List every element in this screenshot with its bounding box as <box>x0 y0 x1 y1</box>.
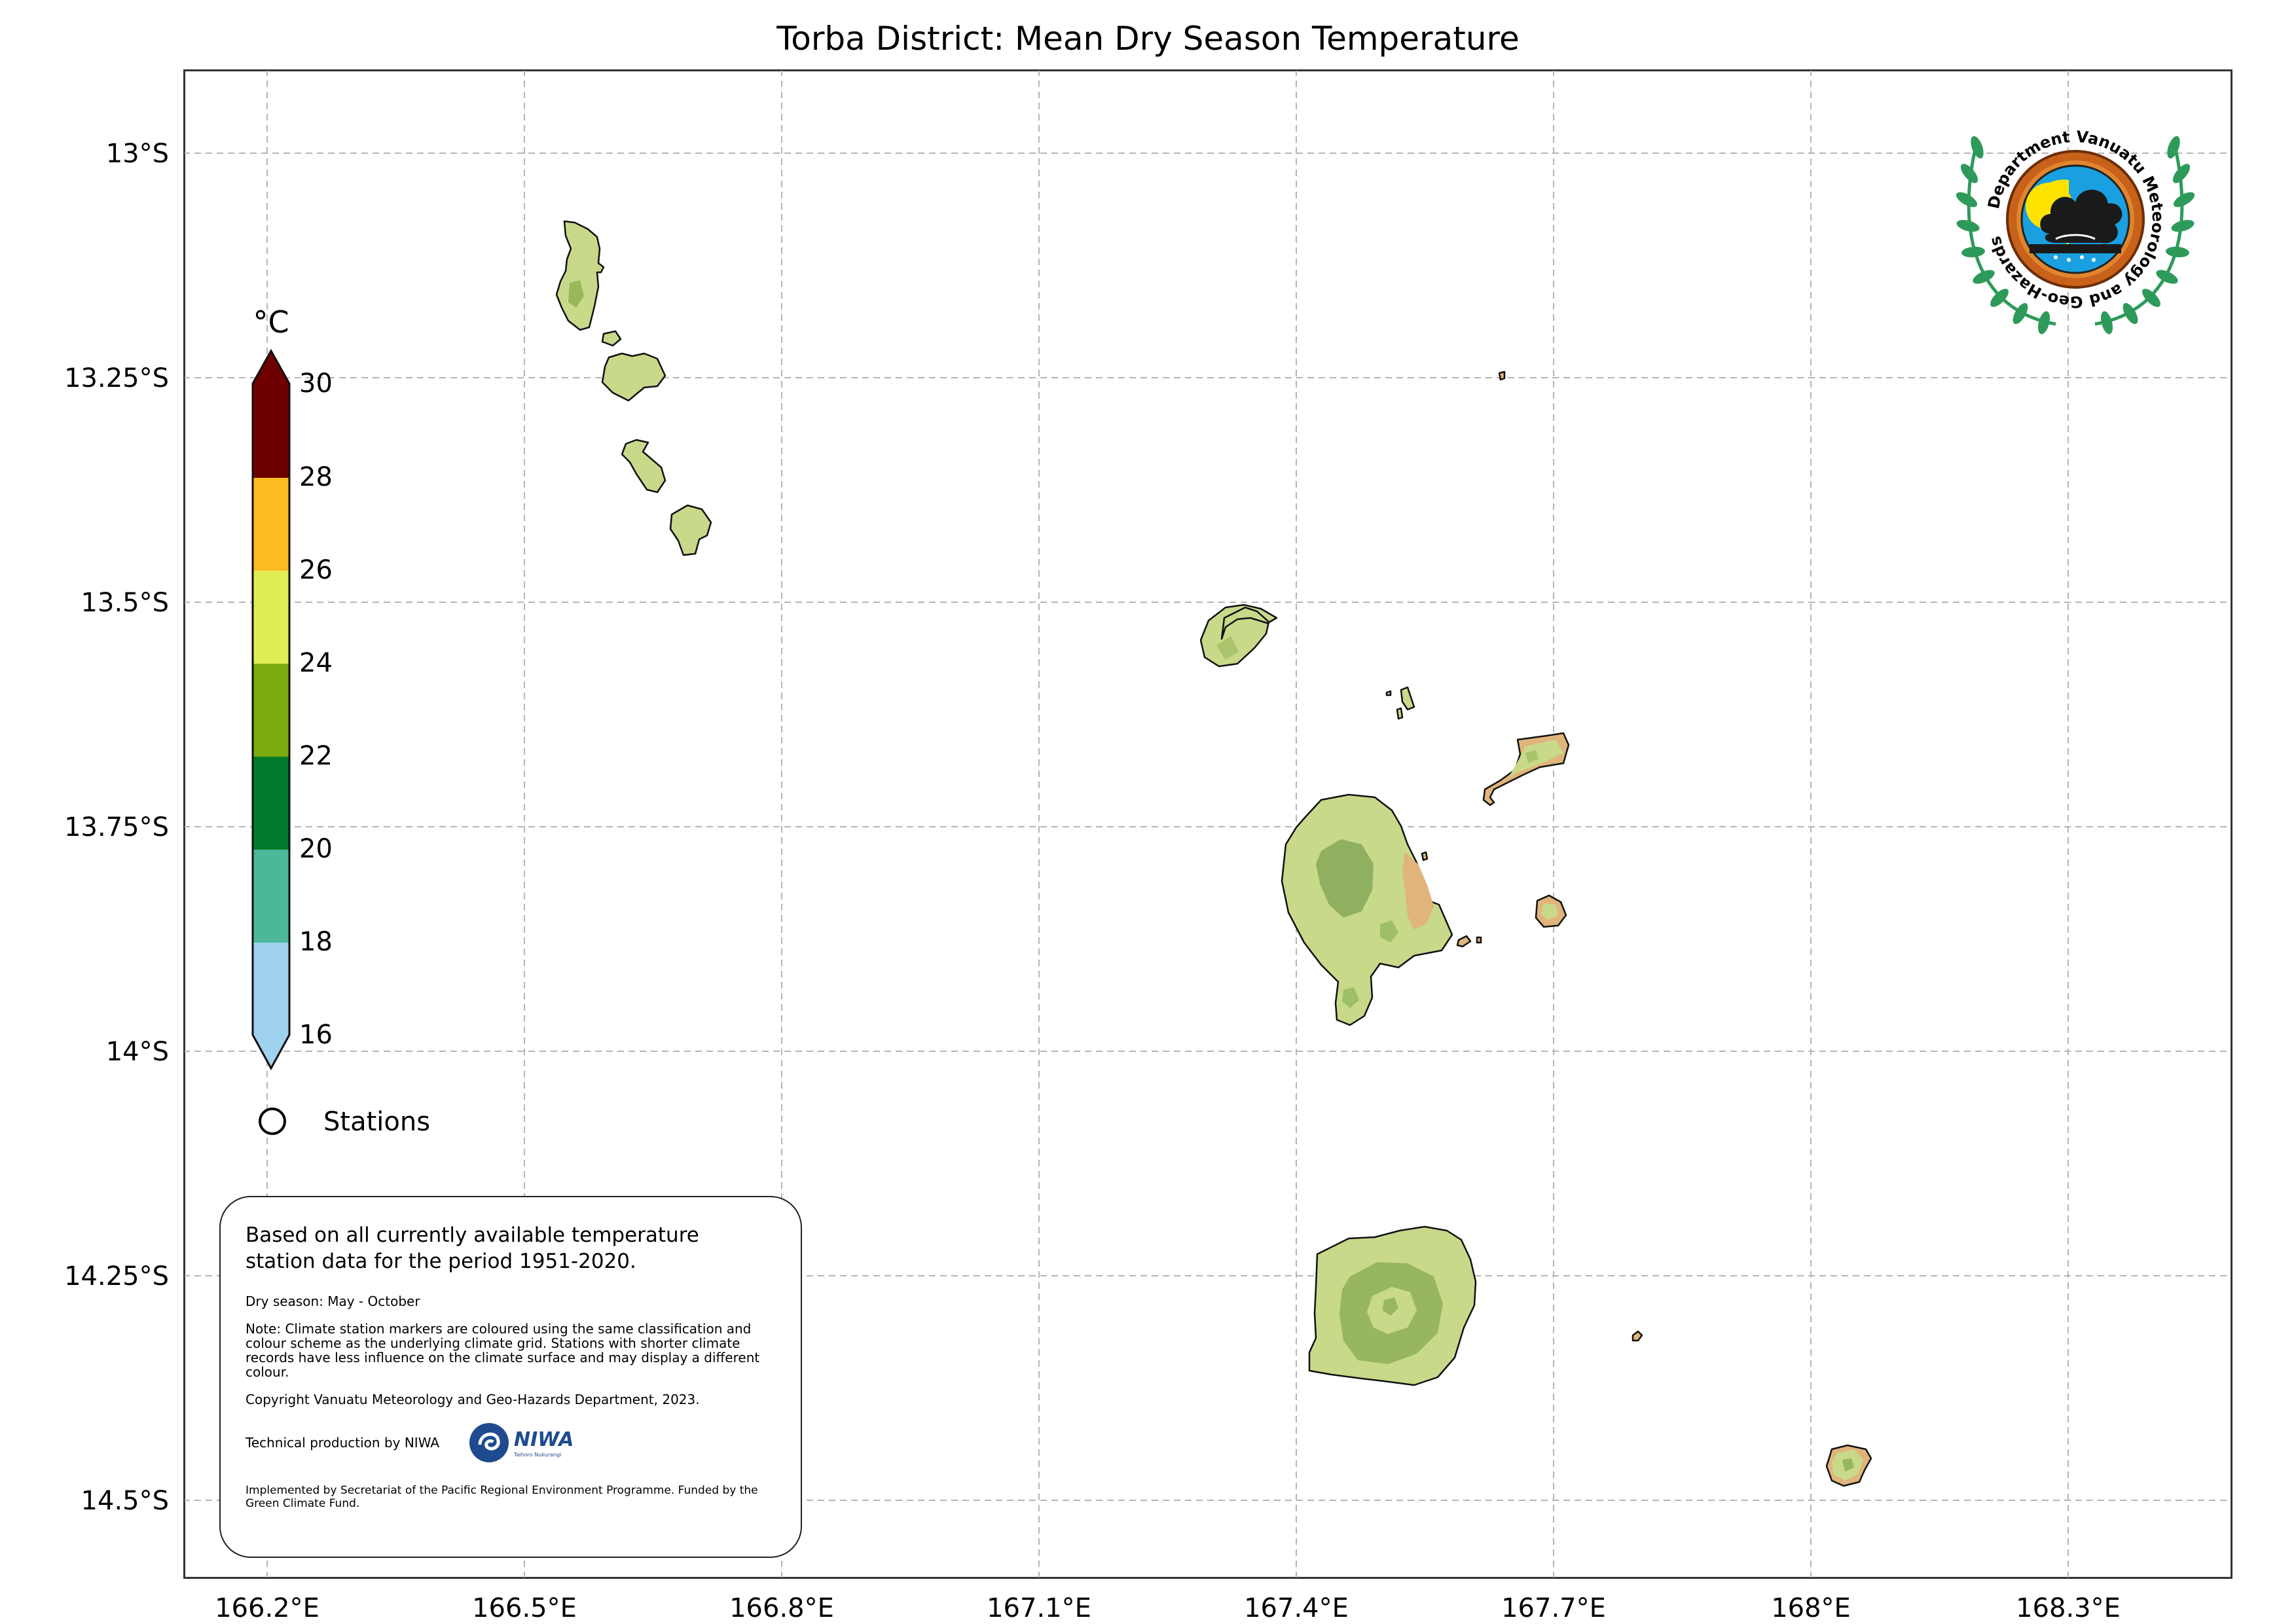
niwa-logo-tagline: Taihoro Nukurangi <box>513 1452 561 1458</box>
niwa-logo-wordmark: NIWA <box>514 1428 574 1451</box>
stations-legend: Stations <box>259 1107 430 1137</box>
notes-copyright: Copyright Vanuatu Meteorology and Geo-Ha… <box>246 1392 700 1407</box>
islands <box>555 220 1872 1487</box>
island-vanua-lava-islet-b <box>1456 935 1472 948</box>
notes-technical: Technical production by NIWA <box>246 1435 440 1451</box>
colorbar-bottom-extend <box>253 1035 289 1068</box>
map-title: Torba District: Mean Dry Season Temperat… <box>776 20 1520 58</box>
colorbar-band-18-20 <box>253 850 289 943</box>
colorbar-band-26-28 <box>253 478 289 571</box>
lat-tick-label: 14.25°S <box>64 1261 169 1291</box>
island-vanua-lava-highland <box>1316 839 1374 918</box>
colorbar-band-16-18 <box>253 943 289 1036</box>
island-rowa-b <box>1385 690 1392 696</box>
colorbar-legend: °C 30 28 26 24 22 20 18 16 <box>251 304 333 1071</box>
stations-label: Stations <box>323 1107 430 1137</box>
island-hiu-hill <box>568 280 584 308</box>
lat-tick-label: 14.5°S <box>81 1486 169 1516</box>
laurel-wreath-icon <box>1956 135 2195 334</box>
colorbar-top-extend <box>253 351 289 384</box>
island-ureparapara-hill <box>1216 636 1239 660</box>
stars-icon <box>2054 255 2096 262</box>
colorbar-outline <box>251 348 291 1071</box>
notes-season: Dry season: May - October <box>246 1293 420 1309</box>
tick-labels: 166.2°E 166.5°E 166.8°E 167.1°E 167.4°E … <box>64 139 2121 1623</box>
island-hiu <box>555 220 605 331</box>
colorbar-band-20-22 <box>253 757 289 850</box>
lon-tick-label: 166.8°E <box>729 1593 834 1623</box>
island-merelava-peak <box>1842 1458 1854 1471</box>
colorbar-tick-label: 28 <box>299 462 333 492</box>
island-toga <box>669 504 712 556</box>
colorbar-tick-label: 16 <box>299 1020 333 1050</box>
colorbar-tick-label: 22 <box>299 741 333 771</box>
island-vanua-lava-warm-coast <box>1402 852 1434 929</box>
colorbar-band-24-26 <box>253 571 289 664</box>
island-tegua <box>601 352 666 402</box>
lat-tick-label: 13°S <box>106 139 169 169</box>
colorbar-tick-label: 18 <box>299 927 333 957</box>
island-metoma <box>601 330 622 347</box>
colorbar-tick-label: 24 <box>299 648 333 678</box>
island-merig <box>1631 1330 1643 1342</box>
colorbar-unit: °C <box>253 304 289 340</box>
lon-tick-label: 166.5°E <box>472 1593 577 1623</box>
notes-main-text: Based on all currently available tempera… <box>246 1223 699 1273</box>
lon-tick-label: 167.7°E <box>1501 1593 1606 1623</box>
island-gaua-volcano <box>1383 1297 1398 1316</box>
cloud-icon <box>2040 189 2123 244</box>
island-vanua-lava-islet-c <box>1476 936 1482 944</box>
lat-tick-label: 13.25°S <box>64 363 169 393</box>
colorbar-band-22-24 <box>253 664 289 757</box>
colorbar-band-28-30 <box>253 383 289 478</box>
island-vanua-lava-islet-a <box>1421 851 1429 861</box>
island-vanua-lava-peak <box>1380 920 1398 943</box>
lat-tick-label: 13.5°S <box>81 588 169 618</box>
lat-tick-label: 14°S <box>106 1037 169 1067</box>
island-mota-hill <box>1541 903 1558 920</box>
niwa-credit: Technical production by NIWA NIWA Taihor… <box>246 1420 776 1466</box>
lon-tick-label: 167.4°E <box>1244 1593 1349 1623</box>
colorbar-tick-label: 26 <box>299 555 333 585</box>
island-ureparapara <box>1199 604 1278 668</box>
lon-tick-label: 168.3°E <box>2016 1593 2121 1623</box>
lon-tick-label: 166.2°E <box>215 1593 319 1623</box>
lat-tick-label: 13.75°S <box>64 812 169 842</box>
island-islet-north <box>1498 370 1506 381</box>
island-mota-lava-hill <box>1525 750 1539 763</box>
notes-box: Based on all currently available tempera… <box>219 1196 802 1558</box>
lon-tick-label: 168°E <box>1771 1593 1851 1623</box>
station-marker-icon <box>259 1108 286 1135</box>
island-loh <box>621 439 666 494</box>
notes-implemented: Implemented by Secretariat of the Pacifi… <box>246 1484 758 1510</box>
vmgd-logo: Department Vanuatu Meteorology and Geo-H… <box>1956 128 2195 334</box>
island-rowa-a <box>1400 686 1415 711</box>
island-rowa-c <box>1396 707 1404 720</box>
island-vanua-lava-south-hill <box>1342 987 1359 1008</box>
colorbar-tick-label: 30 <box>299 369 333 399</box>
colorbar-tick-label: 20 <box>299 834 333 864</box>
graticule <box>185 71 2231 1578</box>
lon-tick-label: 167.1°E <box>987 1593 1091 1623</box>
niwa-logo: NIWA Taihoro Nukurangi <box>469 1423 574 1462</box>
notes-note: Note: Climate station markers are colour… <box>246 1321 760 1380</box>
